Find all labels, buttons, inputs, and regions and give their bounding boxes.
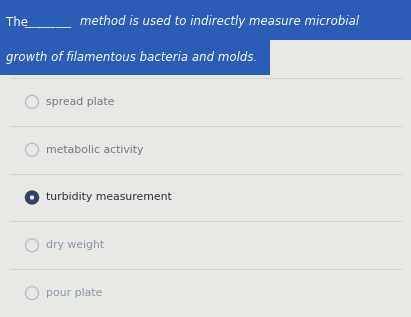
Text: dry weight: dry weight [46, 240, 104, 250]
Circle shape [25, 287, 39, 300]
Text: method is used to indirectly measure microbial: method is used to indirectly measure mic… [80, 16, 359, 29]
Text: turbidity measurement: turbidity measurement [46, 192, 172, 203]
Text: _________: _________ [24, 17, 74, 27]
Text: The: The [6, 16, 32, 29]
Text: growth of filamentous bacteria and molds.: growth of filamentous bacteria and molds… [6, 50, 257, 63]
Circle shape [30, 195, 34, 200]
Polygon shape [270, 40, 411, 75]
Circle shape [25, 191, 39, 204]
Text: spread plate: spread plate [46, 97, 114, 107]
Bar [0, 0, 411, 75]
Circle shape [25, 143, 39, 156]
Circle shape [25, 239, 39, 252]
Text: pour plate: pour plate [46, 288, 102, 298]
Text: metabolic activity: metabolic activity [46, 145, 143, 155]
Circle shape [25, 95, 39, 108]
